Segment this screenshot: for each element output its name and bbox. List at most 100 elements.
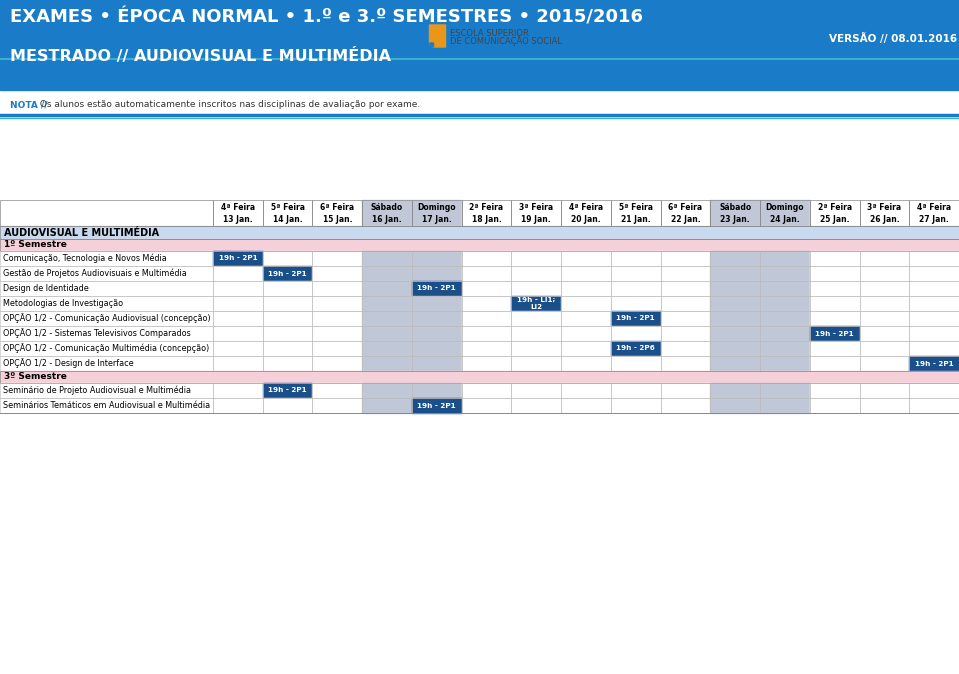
Bar [909, 281, 959, 296]
Bar [313, 311, 363, 326]
Bar [711, 266, 760, 281]
Bar [313, 251, 363, 266]
Bar [511, 296, 561, 311]
Bar [363, 311, 412, 326]
Bar [511, 311, 561, 326]
Bar [0, 383, 213, 398]
Bar [363, 356, 412, 371]
Bar [263, 398, 313, 413]
Bar [363, 296, 412, 311]
Bar [859, 251, 909, 266]
Bar [213, 200, 263, 226]
Bar [213, 326, 263, 341]
Bar [313, 311, 363, 326]
Bar [363, 200, 412, 226]
Bar [909, 341, 959, 356]
Bar [561, 326, 611, 341]
Bar [363, 341, 412, 356]
Bar [313, 266, 363, 281]
Text: Seminário de Projeto Audiovisual e Multimédia: Seminário de Projeto Audiovisual e Multi… [3, 386, 191, 395]
Bar [661, 398, 711, 413]
Bar [809, 266, 859, 281]
Bar [561, 296, 611, 311]
Bar [412, 356, 461, 371]
Bar [561, 311, 611, 326]
Bar [461, 281, 511, 296]
Text: 17 Jan.: 17 Jan. [422, 214, 452, 224]
Bar [461, 266, 511, 281]
Bar [313, 398, 363, 413]
Bar [809, 341, 859, 356]
Bar [611, 296, 661, 311]
Text: 13 Jan.: 13 Jan. [223, 214, 252, 224]
Bar [760, 251, 809, 266]
Bar [859, 296, 909, 311]
Bar [711, 356, 760, 371]
Bar [711, 383, 760, 398]
Bar [213, 200, 263, 226]
Bar [760, 200, 809, 226]
Bar [859, 200, 909, 226]
Bar [412, 281, 461, 296]
Bar [711, 281, 760, 296]
Bar [313, 356, 363, 371]
Bar [809, 383, 859, 398]
Bar [363, 281, 412, 296]
Bar [213, 356, 263, 371]
Bar [511, 383, 561, 398]
Text: 19h - 2P1: 19h - 2P1 [417, 402, 456, 408]
Bar [760, 281, 809, 296]
Bar [263, 326, 313, 341]
Bar [561, 398, 611, 413]
Text: OPÇÃO 1/2 - Comunicação Audiovisual (concepção): OPÇÃO 1/2 - Comunicação Audiovisual (con… [3, 313, 211, 324]
Bar [561, 296, 611, 311]
Bar [561, 311, 611, 326]
Bar [511, 326, 561, 341]
Bar [263, 383, 313, 398]
Bar [909, 311, 959, 326]
Text: 19h - 2P1: 19h - 2P1 [269, 270, 307, 276]
Bar [263, 266, 313, 281]
Bar [661, 311, 711, 326]
Bar [313, 398, 363, 413]
Text: 19h - 2P1: 19h - 2P1 [417, 286, 456, 291]
Bar [909, 356, 959, 371]
Bar [561, 383, 611, 398]
Bar [0, 311, 213, 326]
Polygon shape [430, 43, 433, 47]
Bar [909, 200, 959, 226]
Bar [263, 266, 313, 281]
Bar [461, 341, 511, 356]
Bar [561, 281, 611, 296]
Bar [511, 398, 561, 413]
Bar [711, 326, 760, 341]
Bar [561, 383, 611, 398]
Text: OPÇÃO 1/2 - Sistemas Televisivos Comparados: OPÇÃO 1/2 - Sistemas Televisivos Compara… [3, 328, 191, 338]
Bar [511, 356, 561, 371]
Text: 22 Jan.: 22 Jan. [670, 214, 700, 224]
Bar [363, 266, 412, 281]
Bar [909, 200, 959, 226]
Bar [661, 251, 711, 266]
Bar [809, 296, 859, 311]
Bar [809, 356, 859, 371]
Text: 4ª Feira: 4ª Feira [221, 202, 255, 212]
Text: 2ª Feira: 2ª Feira [470, 202, 503, 212]
Bar [711, 341, 760, 356]
Bar [561, 251, 611, 266]
Bar [313, 251, 363, 266]
Bar [611, 383, 661, 398]
Bar [611, 383, 661, 398]
Bar [263, 281, 313, 296]
Bar [511, 356, 561, 371]
Text: 20 Jan.: 20 Jan. [572, 214, 600, 224]
Bar [661, 200, 711, 226]
Bar [760, 296, 809, 311]
Bar [363, 356, 412, 371]
Text: Seminários Temáticos em Audiovisual e Multimédia: Seminários Temáticos em Audiovisual e Mu… [3, 401, 210, 410]
Bar [711, 383, 760, 398]
Bar [711, 398, 760, 413]
Bar [511, 281, 561, 296]
Text: 5ª Feira: 5ª Feira [270, 202, 305, 212]
Text: 19h - LI1;
LI2: 19h - LI1; LI2 [517, 297, 555, 310]
